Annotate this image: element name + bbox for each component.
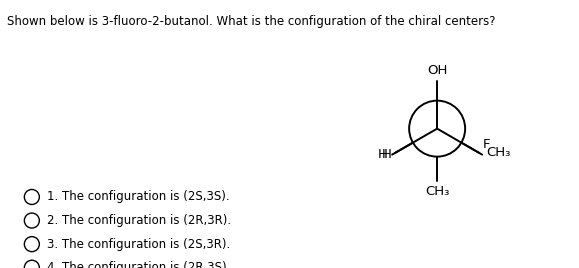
Text: H: H <box>382 148 391 161</box>
Text: CH₃: CH₃ <box>486 146 511 159</box>
Text: 2. The configuration is (2R,3R).: 2. The configuration is (2R,3R). <box>47 214 232 227</box>
Text: OH: OH <box>427 64 448 77</box>
Text: 3. The configuration is (2S,3R).: 3. The configuration is (2S,3R). <box>47 238 230 251</box>
Text: F: F <box>483 138 490 151</box>
Text: 4. The configuration is (2R,3S).: 4. The configuration is (2R,3S). <box>47 261 231 268</box>
Text: 1. The configuration is (2S,3S).: 1. The configuration is (2S,3S). <box>47 191 230 203</box>
Circle shape <box>409 101 465 157</box>
Text: Shown below is 3-fluoro-2-butanol. What is the configuration of the chiral cente: Shown below is 3-fluoro-2-butanol. What … <box>7 15 496 28</box>
Text: H: H <box>378 148 388 161</box>
Text: CH₃: CH₃ <box>425 185 449 198</box>
